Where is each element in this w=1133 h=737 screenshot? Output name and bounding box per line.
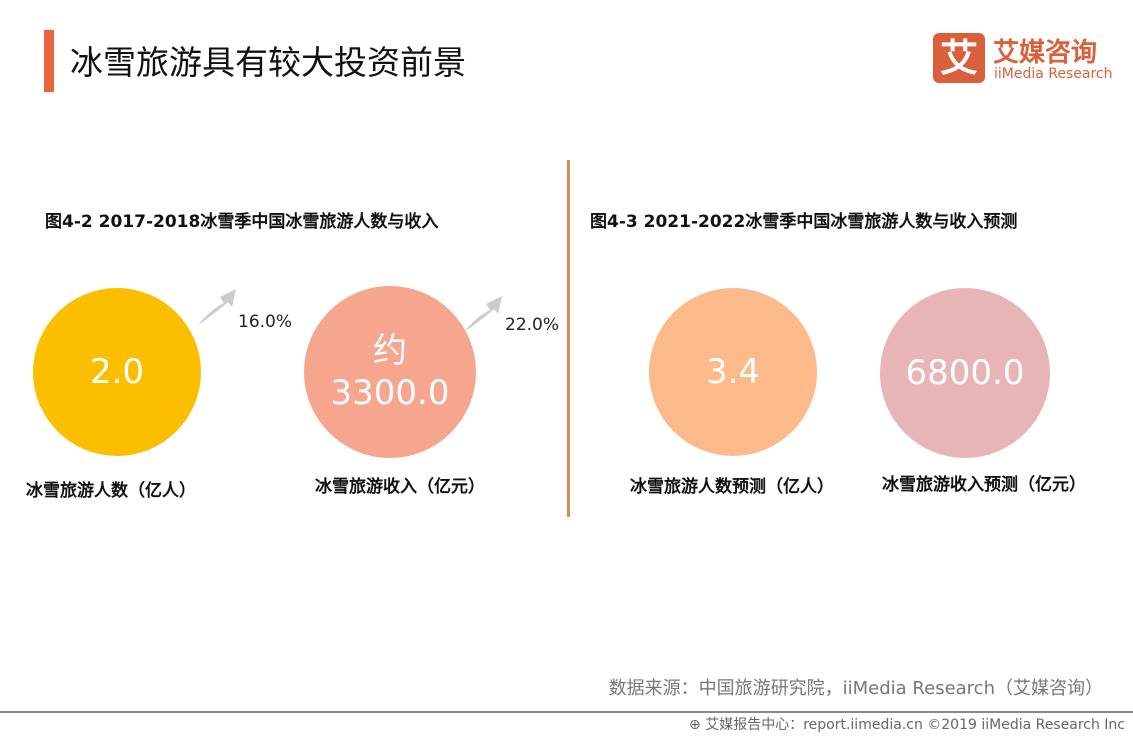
revenue-label: 冰雪旅游收入（亿元） — [315, 477, 485, 497]
forecast-tourists-value: 3.4 — [705, 352, 761, 392]
growth-arrow-icon — [198, 289, 236, 325]
section-divider — [567, 160, 570, 517]
footer-text[interactable]: 艾媒报告中心：report.iimedia.cn ©2019 iiMedia R… — [705, 717, 1125, 733]
footer-divider — [0, 711, 1133, 713]
forecast-revenue-value: 6800.0 — [905, 353, 1025, 393]
tourists-growth: 16.0% — [238, 312, 293, 332]
logo-name-en: iiMedia Research — [994, 66, 1113, 82]
data-source: 数据来源：中国旅游研究院，iiMedia Research（艾媒咨询） — [608, 678, 1103, 699]
left-subtitle: 图4-2 2017-2018冰雪季中国冰雪旅游人数与收入 — [45, 212, 439, 232]
tourists-label: 冰雪旅游人数（亿人） — [26, 481, 196, 501]
globe-icon: ⊕ — [689, 717, 706, 733]
page-title: 冰雪旅游具有较大投资前景 — [70, 43, 466, 82]
forecast-tourists-circle: 3.4 — [649, 288, 817, 456]
logo-mark: 艾 — [933, 33, 985, 83]
revenue-prefix: 约 — [373, 331, 407, 371]
title-accent-bar — [44, 30, 54, 92]
revenue-value: 3300.0 — [330, 373, 450, 413]
tourists-circle: 2.0 — [33, 288, 201, 456]
forecast-revenue-circle: 6800.0 — [880, 288, 1050, 458]
revenue-growth: 22.0% — [505, 315, 560, 335]
forecast-revenue-label: 冰雪旅游收入预测（亿元） — [882, 475, 1086, 495]
tourists-value: 2.0 — [89, 352, 145, 392]
logo-name-cn: 艾媒咨询 — [993, 38, 1098, 68]
right-subtitle: 图4-3 2021-2022冰雪季中国冰雪旅游人数与收入预测 — [590, 212, 1018, 232]
growth-arrow-icon — [464, 296, 502, 332]
footer: ⊕ 艾媒报告中心：report.iimedia.cn ©2019 iiMedia… — [689, 714, 1125, 734]
forecast-tourists-label: 冰雪旅游人数预测（亿人） — [630, 477, 834, 497]
revenue-circle: 约 3300.0 — [304, 286, 476, 458]
